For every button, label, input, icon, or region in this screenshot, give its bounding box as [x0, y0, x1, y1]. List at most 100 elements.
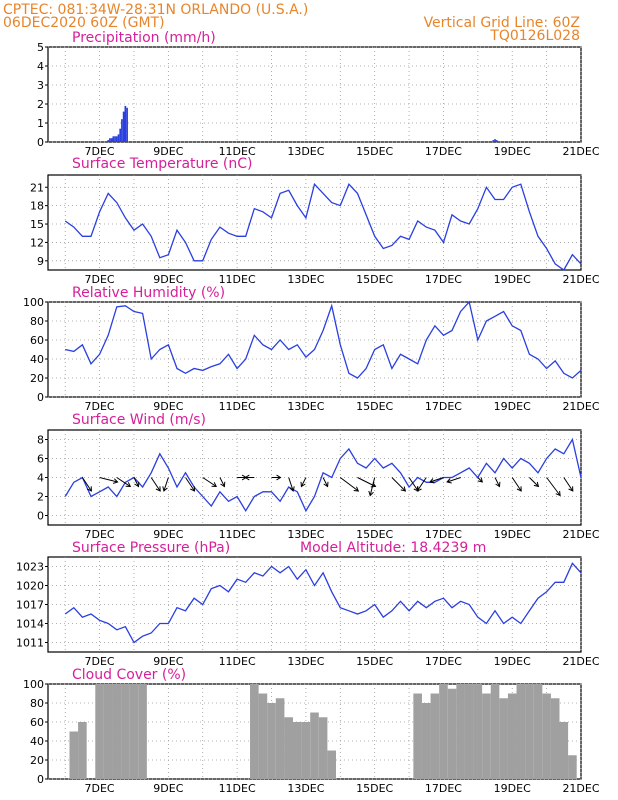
wind-arrow-head	[86, 486, 92, 492]
wind-arrow	[219, 477, 225, 487]
wind-title: Surface Wind (m/s)	[72, 412, 206, 428]
cloud-bar	[516, 684, 526, 779]
precip-x-tick-label: 21DEC	[562, 145, 599, 158]
wind-arrow-head	[162, 486, 168, 492]
precip-bar	[115, 136, 118, 142]
precip-bar	[495, 140, 498, 142]
wind-arrow	[563, 477, 574, 492]
cloud-bar	[258, 693, 268, 779]
wind-arrow	[322, 477, 329, 487]
wind-arrow	[529, 477, 539, 487]
wind-arrow	[300, 477, 307, 487]
pressure-x-tick-label: 7DEC	[85, 655, 115, 668]
cloud-bar	[112, 684, 122, 779]
cloud-bar	[310, 712, 319, 779]
cloud-x-tick-label: 17DEC	[425, 782, 462, 795]
wind-series-line	[64, 437, 582, 513]
temp-x-tick-label: 11DEC	[219, 273, 256, 286]
rh-x-tick-label: 9DEC	[153, 400, 183, 413]
precip-bar	[121, 119, 123, 142]
wind-y-tick-label: 4	[37, 472, 44, 485]
cloud-y-tick-label: 0	[37, 773, 44, 786]
rh-x-tick-label: 11DEC	[219, 400, 256, 413]
precip-y-tick-label: 1	[37, 117, 44, 130]
precip-x-tick-label: 19DEC	[494, 145, 531, 158]
cloud-bar	[456, 684, 465, 779]
precip-x-tick-label: 17DEC	[425, 145, 462, 158]
wind-arrow-head	[289, 486, 295, 492]
temp-x-tick-label: 19DEC	[494, 273, 531, 286]
wind-arrow	[150, 477, 161, 492]
precip-bar	[117, 134, 120, 142]
cloud-bar	[318, 717, 328, 779]
temp-y-tick-label: 15	[30, 218, 44, 231]
rh-frame	[47, 301, 582, 398]
cloud-y-tick-label: 80	[30, 697, 44, 710]
cloud-y-tick-label: 100	[23, 678, 44, 691]
cloud-bar	[568, 755, 577, 779]
cloud-bar	[439, 684, 448, 779]
wind-frame	[47, 429, 582, 526]
wind-arrow-head	[211, 482, 218, 488]
cloud-bar	[525, 684, 534, 779]
precip-bar	[119, 128, 122, 142]
pressure-series-line	[64, 562, 582, 644]
cloud-bar	[447, 688, 457, 779]
wind-arrow	[494, 477, 500, 487]
header-grid-note: Vertical Grid Line: 60Z	[424, 15, 580, 31]
panels: 7DEC 9DEC 11DEC 13DEC 15DEC 17DEC 19DEC 21DEC01…	[16, 41, 600, 795]
rh-x-tick-label: 19DEC	[494, 400, 531, 413]
cloud-bar	[327, 750, 336, 779]
temp-y-tick-label: 9	[37, 255, 44, 268]
precip-x-tick-label: 13DEC	[287, 145, 324, 158]
precip-bar	[114, 136, 116, 142]
cloud-bar	[267, 703, 276, 779]
wind-arrow	[477, 477, 483, 483]
wind-arrow-head	[477, 477, 483, 483]
precip-frame	[47, 46, 582, 143]
temp-x-tick-label: 21DEC	[562, 273, 599, 286]
rh-y-tick-label: 20	[30, 372, 44, 385]
cloud-bar	[293, 722, 302, 779]
wind-x-tick-label: 21DEC	[562, 528, 599, 541]
rh-x-tick-label: 15DEC	[356, 400, 393, 413]
header-date: 06DEC2020 60Z (GMT)	[3, 15, 165, 31]
wind-arrow-head	[446, 478, 452, 484]
wind-arrow-head	[276, 474, 282, 481]
rh-y-tick-label: 100	[23, 296, 44, 309]
cloud-x-tick-label: 15DEC	[356, 782, 393, 795]
wind-arrow-head	[190, 486, 196, 492]
precip-y-tick-label: 0	[37, 136, 44, 149]
temp-x-tick-label: 9DEC	[153, 273, 183, 286]
wind-arrow	[408, 477, 419, 492]
cloud-bar	[284, 717, 294, 779]
precip-y-tick-label: 4	[37, 60, 44, 73]
cloud-bar	[507, 693, 517, 779]
temp-y-tick-label: 18	[30, 200, 44, 213]
wind-x-tick-label: 7DEC	[85, 528, 115, 541]
wind-arrow-head	[568, 486, 574, 492]
temp-y-tick-label: 21	[30, 181, 44, 194]
wind-arrow-head	[112, 478, 119, 484]
temp-y-tick-label: 12	[30, 236, 44, 249]
wind-arrow	[416, 477, 427, 492]
wind-arrow-head	[429, 478, 435, 484]
wind-x-tick-label: 15DEC	[356, 528, 393, 541]
precip-bar	[126, 107, 128, 142]
wind-arrow	[133, 477, 139, 487]
wind-arrow	[391, 477, 406, 492]
cloud-bar	[69, 731, 79, 779]
pressure-frame	[47, 556, 582, 653]
wind-arrow	[511, 477, 522, 492]
wind-arrow-head	[155, 486, 161, 492]
precip-bar	[494, 139, 496, 142]
wind-arrow	[81, 477, 92, 492]
cloud-bar	[413, 693, 422, 779]
cloud-bar	[464, 684, 474, 779]
cloud-bar	[550, 698, 560, 779]
cloud-bar	[301, 722, 311, 779]
rh-x-tick-label: 7DEC	[85, 400, 115, 413]
precip-x-tick-label: 15DEC	[356, 145, 393, 158]
cloud-x-tick-label: 19DEC	[494, 782, 531, 795]
temp-title: Surface Temperature (nC)	[72, 156, 253, 172]
